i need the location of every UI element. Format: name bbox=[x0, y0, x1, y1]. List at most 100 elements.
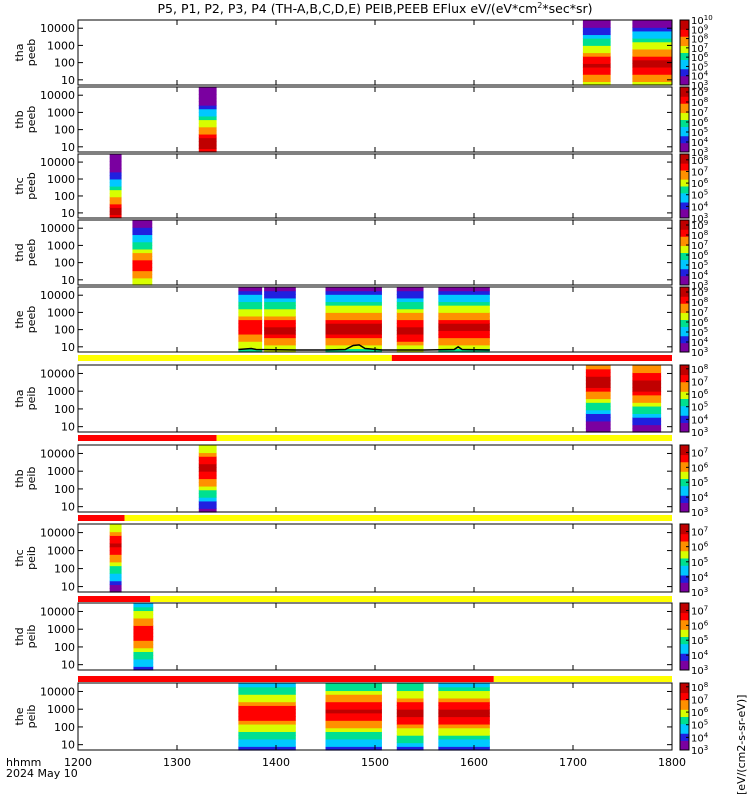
colorbar-tick-base: 10 bbox=[691, 377, 704, 388]
colorbar-tick-base: 10 bbox=[691, 415, 704, 426]
spectrogram-cell bbox=[396, 738, 424, 744]
spectrogram-cell bbox=[632, 66, 672, 72]
colorbar-tick-base: 10 bbox=[691, 666, 704, 677]
colorbar-cell bbox=[680, 211, 689, 214]
colorbar-cell bbox=[680, 381, 689, 385]
colorbar-cell bbox=[680, 307, 689, 311]
colorbar-tick-exponent: 4 bbox=[704, 70, 709, 78]
colorbar-tick-label: 104 bbox=[691, 269, 709, 282]
colorbar-tick-label: 106 bbox=[691, 249, 709, 262]
spectrogram-block bbox=[198, 445, 217, 513]
colorbar-cell bbox=[680, 692, 689, 696]
spectrogram-cell bbox=[238, 723, 296, 729]
y-tick-label: 10 bbox=[61, 421, 75, 434]
colorbar-cell bbox=[680, 59, 689, 63]
colorbar-cell bbox=[680, 718, 689, 722]
spectrogram-cell bbox=[238, 746, 296, 751]
colorbar-cell bbox=[680, 243, 689, 247]
spectrogram-cell bbox=[109, 554, 122, 559]
colorbar-cell bbox=[680, 466, 689, 470]
spectrogram-cell bbox=[325, 308, 382, 313]
spectrogram-cell bbox=[198, 101, 217, 106]
panel-frame bbox=[77, 523, 673, 593]
colorbar-cell bbox=[680, 412, 689, 416]
colorbar-cell bbox=[680, 349, 689, 353]
spectrogram-cell bbox=[198, 478, 217, 483]
y-tick-label: 100 bbox=[54, 324, 75, 337]
spectrogram-cell bbox=[133, 606, 154, 612]
colorbar-cell bbox=[680, 231, 689, 235]
colorbar-tick-label: 105 bbox=[691, 259, 708, 272]
spectrogram-cell bbox=[198, 141, 217, 146]
mode-bar-segment bbox=[78, 676, 494, 682]
spectrogram-cell bbox=[396, 709, 424, 714]
colorbar-tick-exponent: 3 bbox=[704, 279, 708, 287]
colorbar-cell bbox=[680, 631, 689, 635]
colorbar-cell bbox=[680, 507, 689, 511]
colorbar-tick-exponent: 6 bbox=[704, 51, 709, 59]
colorbar-cell bbox=[680, 300, 689, 304]
colorbar-tick-base: 10 bbox=[691, 53, 704, 64]
colorbar-cell bbox=[680, 579, 689, 583]
spectrogram-cell bbox=[632, 405, 662, 411]
spectrogram-cell bbox=[238, 315, 263, 321]
spectrogram-cell bbox=[325, 348, 382, 353]
colorbar-cell bbox=[680, 47, 689, 51]
colorbar-cell bbox=[680, 321, 689, 325]
spectrogram-cell bbox=[325, 337, 382, 342]
spectrogram-cell bbox=[325, 697, 382, 703]
y-tick-label: 1000 bbox=[47, 39, 75, 52]
colorbar-cell bbox=[680, 271, 689, 274]
spectrogram-cell bbox=[325, 312, 382, 317]
colorbar-cell bbox=[680, 667, 689, 671]
colorbar-cell bbox=[680, 71, 689, 74]
spectrogram-cell bbox=[238, 348, 263, 353]
colorbar-cell bbox=[680, 562, 689, 566]
y-tick-label: 1000 bbox=[47, 703, 75, 716]
colorbar-cell bbox=[680, 629, 689, 633]
colorbar-cell bbox=[680, 293, 689, 297]
spectrogram-cell bbox=[438, 333, 490, 339]
colorbar-cell bbox=[680, 140, 689, 144]
colorbar-cell bbox=[680, 721, 689, 725]
colorbar-tick-exponent: 8 bbox=[704, 154, 708, 162]
spectrogram-cell bbox=[325, 731, 382, 736]
colorbar-tick-exponent: 8 bbox=[704, 229, 708, 237]
colorbar-tick-label: 108 bbox=[691, 681, 708, 694]
spectrogram-cell bbox=[238, 312, 263, 317]
y-tick-label: 100 bbox=[54, 257, 75, 270]
colorbar-tick-label: 1010 bbox=[691, 14, 713, 27]
panel-probe-label: thd bbox=[13, 243, 26, 261]
colorbar-cell bbox=[680, 245, 689, 249]
colorbar-cell bbox=[680, 745, 689, 749]
spectrogram-cell bbox=[585, 402, 611, 407]
colorbar-cell bbox=[680, 461, 689, 465]
spectrogram-cell bbox=[438, 690, 490, 695]
colorbar-cell bbox=[680, 699, 689, 703]
colorbar-tick-base: 10 bbox=[691, 281, 704, 292]
colorbar-tick-base: 10 bbox=[691, 338, 704, 349]
colorbar-cell bbox=[680, 124, 689, 127]
y-tick-label: 1000 bbox=[47, 239, 75, 252]
colorbar-cell bbox=[680, 328, 689, 332]
spectrogram-cell bbox=[585, 398, 611, 403]
colorbar-cell bbox=[680, 365, 689, 368]
colorbar-tick-base: 10 bbox=[691, 44, 704, 55]
colorbar-tick-exponent: 7 bbox=[704, 446, 708, 454]
colorbar-cell bbox=[680, 31, 689, 35]
colorbar-cell bbox=[680, 459, 689, 463]
colorbar-cell bbox=[680, 452, 689, 456]
spectrogram-cell bbox=[396, 731, 424, 736]
spectrogram-cell bbox=[198, 115, 217, 121]
spectrogram-cell bbox=[396, 319, 424, 324]
colorbar-cell bbox=[680, 614, 689, 618]
colorbar-tick-exponent: 5 bbox=[704, 60, 708, 68]
panel-probe-label: thc bbox=[13, 549, 26, 566]
colorbar-cell bbox=[680, 326, 689, 330]
colorbar-tick-label: 109 bbox=[691, 219, 708, 232]
colorbar-tick-exponent: 4 bbox=[704, 571, 709, 579]
spectrogram-cell bbox=[109, 161, 122, 166]
spectrogram-cell bbox=[109, 569, 122, 574]
colorbar-cell bbox=[680, 275, 689, 279]
